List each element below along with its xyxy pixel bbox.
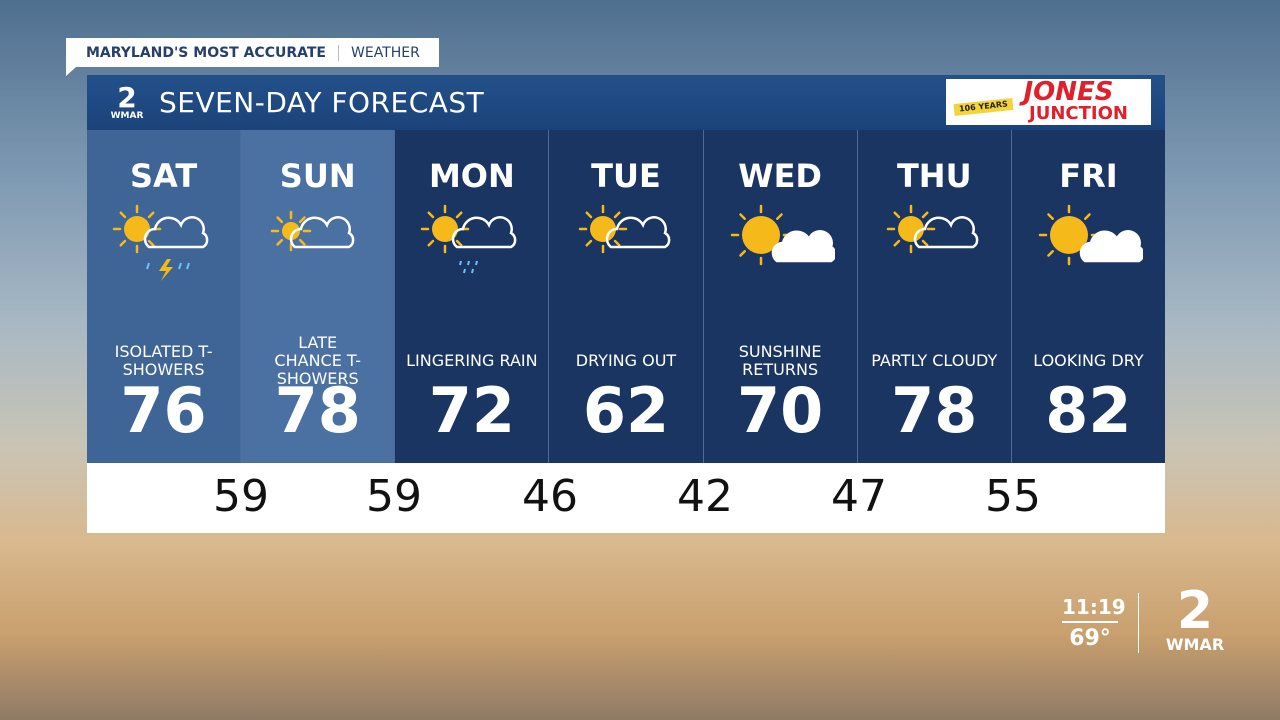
sun-cloud-thunderstorm-icon bbox=[87, 201, 240, 291]
mostly-sunny-icon bbox=[704, 201, 857, 291]
time-temp-bug: 11:19 69° bbox=[1062, 595, 1126, 651]
condition-text: DRYING OUT bbox=[549, 342, 702, 380]
condition-text: LATE CHANCE T-SHOWERS bbox=[241, 334, 394, 388]
condition-label: DRYING OUT bbox=[575, 351, 677, 370]
low-temp: 47 bbox=[831, 471, 887, 522]
high-temp: 82 bbox=[1045, 374, 1132, 447]
condition-label: SUNSHINE RETURNS bbox=[738, 342, 822, 379]
day-name: SUN bbox=[279, 157, 356, 195]
condition-text: LOOKING DRY bbox=[1012, 342, 1165, 380]
logo-number: 2 bbox=[117, 81, 137, 114]
high-temp: 78 bbox=[891, 374, 978, 447]
high-temp: 62 bbox=[582, 374, 670, 447]
divider bbox=[1138, 593, 1139, 653]
day-column-fri: FRI LOOKING DRY 82 bbox=[1011, 130, 1165, 463]
sun-cloud-icon bbox=[241, 201, 394, 291]
station-watermark: 2 WMAR bbox=[1160, 585, 1230, 653]
watermark-number: 2 bbox=[1176, 581, 1214, 641]
page-title: SEVEN-DAY FORECAST bbox=[159, 86, 485, 119]
condition-label: ISOLATED T-SHOWERS bbox=[114, 342, 213, 379]
sponsor-logo: JONES JUNCTION 106 YEARS bbox=[946, 79, 1151, 125]
day-column-tue: TUE DRYING OUT 62 bbox=[549, 130, 704, 463]
condition-text: ISOLATED T-SHOWERS bbox=[87, 342, 240, 380]
low-temp: 59 bbox=[213, 471, 269, 522]
sponsor-name-top: JONES bbox=[1023, 77, 1114, 107]
divider bbox=[338, 44, 339, 61]
branding-banner: MARYLAND'S MOST ACCURATE WEATHER bbox=[66, 38, 439, 76]
forecast-days: SAT ISOLATED T-SHOWERS 76 SUN LATE CHANCE… bbox=[87, 130, 1165, 463]
day-name: THU bbox=[896, 157, 972, 195]
day-column-wed: WED SUNSHINE RETURNS 70 bbox=[703, 130, 858, 463]
high-temp: 78 bbox=[274, 374, 361, 447]
condition-text: SUNSHINE RETURNS bbox=[704, 342, 857, 380]
day-column-sun: SUN LATE CHANCE T-SHOWERS 78 bbox=[241, 130, 396, 463]
current-time: 11:19 bbox=[1062, 595, 1126, 623]
low-temp: 42 bbox=[677, 471, 733, 522]
high-temp: 76 bbox=[120, 374, 207, 447]
partly-cloudy-icon bbox=[549, 201, 702, 291]
day-column-mon: MON LINGERING RAIN 72 bbox=[395, 130, 550, 463]
day-column-sat: SAT ISOLATED T-SHOWERS 76 bbox=[87, 130, 242, 463]
section-label: WEATHER bbox=[351, 44, 420, 61]
partly-cloudy-icon bbox=[858, 201, 1011, 291]
sponsor-name-bottom: JUNCTION bbox=[1029, 103, 1128, 124]
day-name: MON bbox=[428, 157, 515, 195]
low-temp: 55 bbox=[985, 471, 1041, 522]
condition-label: LOOKING DRY bbox=[1033, 351, 1144, 370]
logo-text: WMAR bbox=[110, 111, 144, 121]
station-logo: 2 WMAR bbox=[101, 84, 153, 121]
day-column-thu: THU PARTLY CLOUDY 78 bbox=[857, 130, 1012, 463]
day-name: FRI bbox=[1059, 157, 1118, 195]
brand-tagline: MARYLAND'S MOST ACCURATE bbox=[86, 44, 326, 61]
condition-text: PARTLY CLOUDY bbox=[858, 342, 1011, 380]
low-temp: 59 bbox=[366, 471, 422, 522]
day-name: WED bbox=[738, 157, 822, 195]
condition-label: LINGERING RAIN bbox=[406, 351, 538, 370]
condition-text: LINGERING RAIN bbox=[395, 342, 548, 380]
day-name: TUE bbox=[591, 157, 661, 195]
high-temp: 72 bbox=[428, 374, 515, 447]
forecast-header: 2 WMAR SEVEN-DAY FORECAST JONES JUNCTION… bbox=[87, 75, 1165, 130]
current-temp: 69° bbox=[1069, 626, 1111, 651]
mostly-sunny-icon bbox=[1012, 201, 1165, 291]
day-name: SAT bbox=[129, 157, 198, 195]
low-temperatures: 59 59 46 42 47 55 bbox=[87, 463, 1165, 533]
watermark-text: WMAR bbox=[1165, 635, 1225, 654]
low-temp: 46 bbox=[522, 471, 578, 522]
condition-label: LATE CHANCE T-SHOWERS bbox=[274, 333, 361, 388]
high-temp: 70 bbox=[736, 374, 824, 447]
condition-label: PARTLY CLOUDY bbox=[871, 351, 998, 370]
sun-cloud-rain-icon bbox=[395, 201, 548, 291]
